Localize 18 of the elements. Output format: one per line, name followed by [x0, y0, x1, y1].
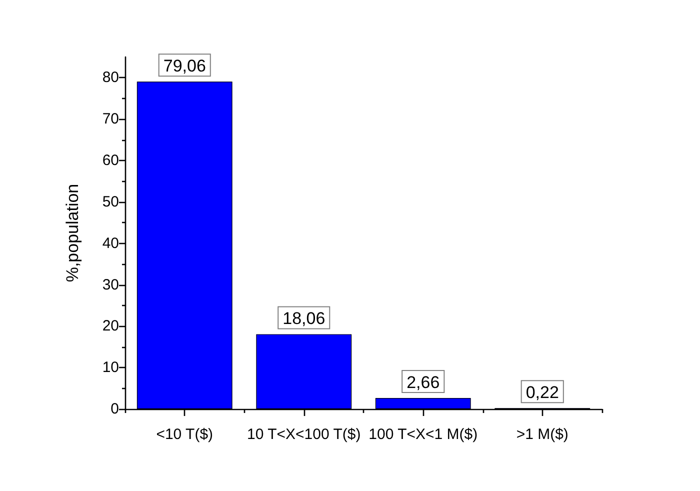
y-tick-label: 50 [102, 193, 119, 210]
y-tick-label: 40 [102, 234, 119, 252]
data-label: 0,22 [526, 383, 559, 402]
y-tick-label: 60 [102, 152, 119, 170]
y-tick-label: 30 [102, 276, 119, 294]
y-tick-label: 0 [110, 400, 119, 418]
y-tick-label: 10 [102, 359, 119, 376]
x-tick-label: >1 M($) [516, 426, 568, 443]
x-tick-label: <10 T($) [156, 426, 214, 443]
y-tick-label: 80 [102, 69, 119, 86]
y-tick-label: 20 [102, 318, 119, 335]
data-label: 79,06 [163, 56, 206, 76]
data-label: 18,06 [282, 309, 326, 328]
x-tick-label: 10 T<X<100 T($) [247, 426, 361, 443]
y-tick-label: 70 [102, 110, 119, 128]
data-label: 2,66 [406, 372, 440, 392]
y-axis-title: %,population [63, 184, 82, 282]
x-tick-label: 100 T<X<1 M($) [368, 426, 478, 443]
